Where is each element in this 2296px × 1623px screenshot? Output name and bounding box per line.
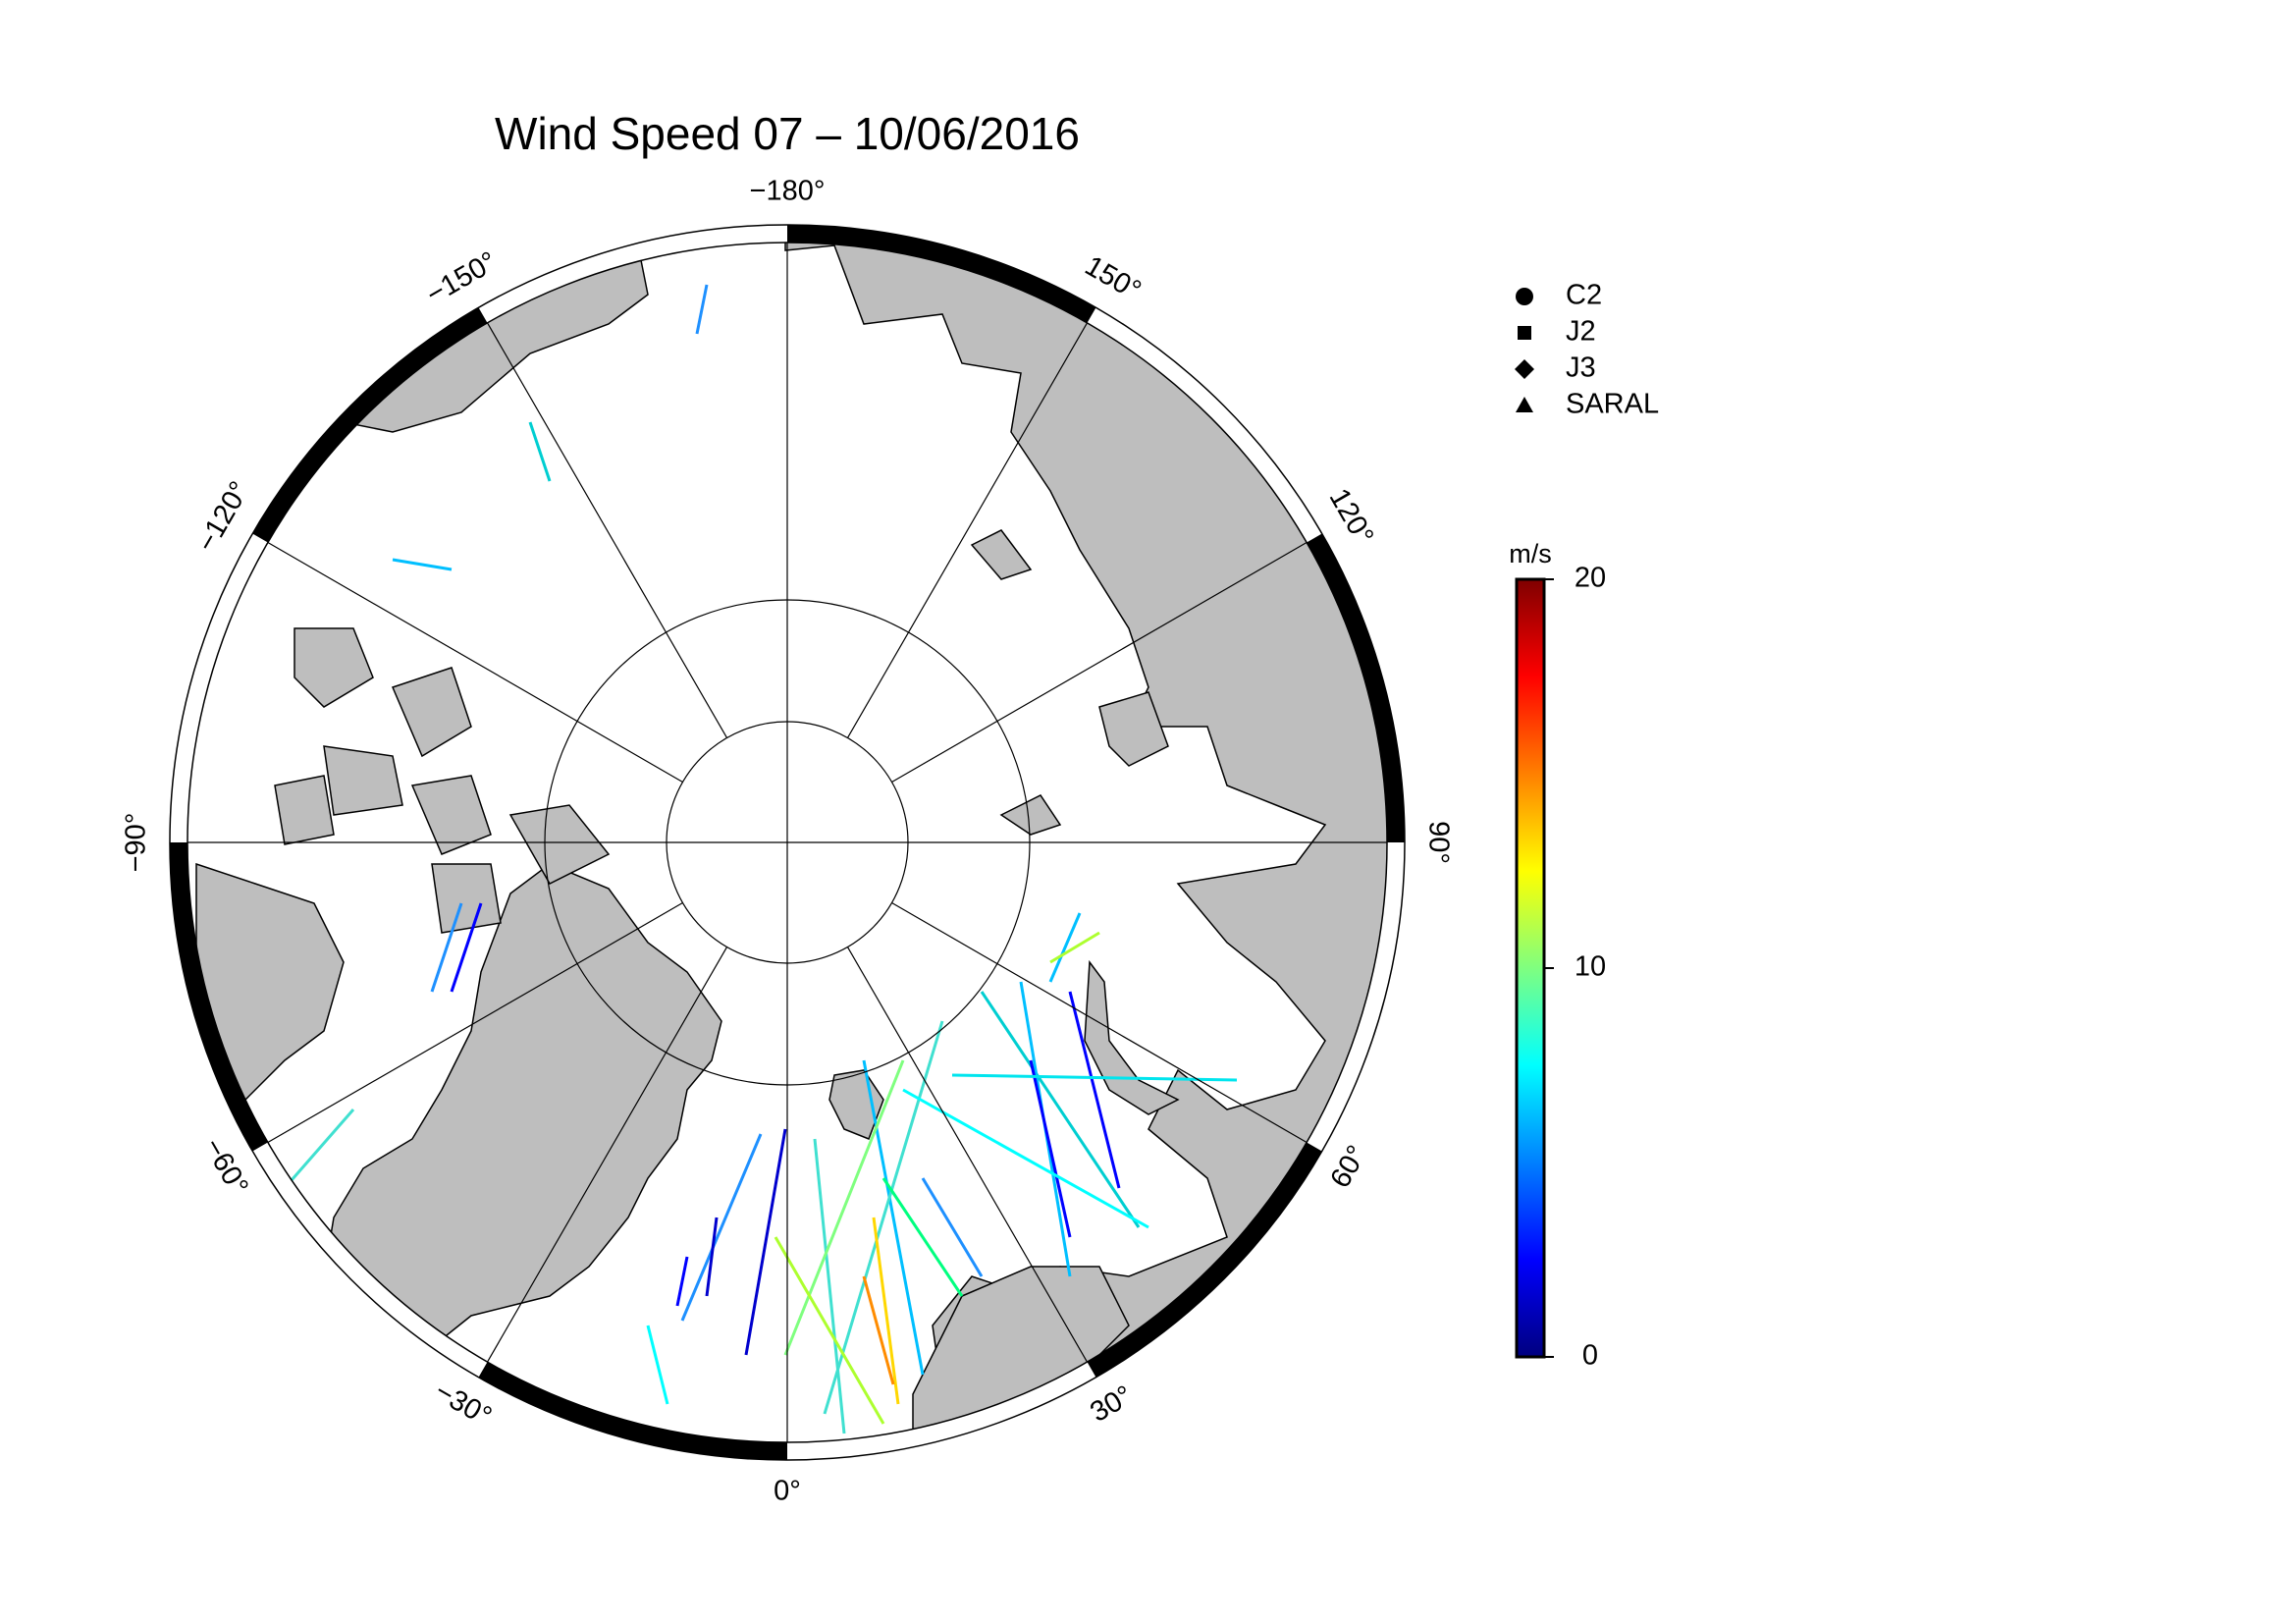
track [450, 902, 483, 993]
colorbar-tick-label: 0 [1582, 1340, 1598, 1372]
legend-marker [1516, 288, 1533, 305]
track [1068, 991, 1121, 1189]
track [744, 1128, 787, 1356]
track [951, 1073, 1238, 1082]
meridian [846, 322, 1089, 738]
track [1029, 1059, 1072, 1238]
colorbar-tick-label: 20 [1575, 563, 1606, 594]
meridian [267, 901, 683, 1144]
basemap [187, 243, 1387, 1442]
graticule [187, 243, 1387, 1442]
longitude-label: 150° [1080, 250, 1147, 307]
colorbar-unit: m/s [1509, 539, 1552, 568]
longitude-label: 60° [1324, 1140, 1373, 1193]
frame-segment [1307, 533, 1405, 843]
land-islands [970, 529, 1169, 836]
colorbar: m/s 0 10 20 [1509, 539, 1606, 1372]
track [283, 1109, 355, 1189]
longitude-label: −60° [197, 1133, 254, 1201]
longitude-label: 0° [774, 1476, 801, 1507]
longitude-label: −30° [429, 1376, 497, 1433]
track [695, 284, 709, 335]
track [1049, 931, 1100, 964]
track [980, 991, 1141, 1228]
track [430, 902, 463, 993]
track [823, 1020, 944, 1415]
colorbar-tick-label: 10 [1575, 951, 1606, 983]
track [392, 558, 453, 571]
frame-segment [478, 1362, 788, 1460]
meridian [891, 901, 1308, 1144]
track [774, 1236, 885, 1425]
track [783, 1059, 905, 1356]
meridian [486, 947, 728, 1363]
legend-label: J2 [1566, 316, 1596, 348]
legend-label: C2 [1566, 280, 1602, 311]
track [921, 1177, 984, 1277]
map-title: Wind Speed 07 – 10/06/2016 [495, 108, 1080, 159]
legend-marker [1516, 397, 1533, 412]
track [872, 1217, 900, 1405]
track [705, 1217, 719, 1297]
longitude-label: 120° [1323, 483, 1380, 550]
frame-segment [252, 307, 488, 543]
track [813, 1138, 846, 1434]
satellite-tracks [283, 284, 1238, 1434]
meridian [267, 541, 683, 784]
track [680, 1133, 763, 1322]
track [881, 1177, 964, 1297]
legend-label: SARAL [1566, 389, 1659, 420]
track [862, 1059, 925, 1376]
meridian [486, 322, 728, 738]
longitude-label: −90° [121, 813, 152, 873]
longitude-label: −180° [750, 176, 826, 207]
track [646, 1325, 669, 1405]
legend-marker [1515, 359, 1534, 379]
meridian [846, 947, 1089, 1363]
legend-marker [1518, 326, 1531, 340]
land-greenland [323, 863, 722, 1356]
track [675, 1256, 689, 1307]
colorbar-ramp [1515, 577, 1546, 1359]
frame-segment [170, 841, 268, 1152]
legend-label: J3 [1566, 352, 1596, 384]
track [1048, 912, 1082, 983]
frame-segment [1087, 1142, 1322, 1378]
longitude-label: 30° [1085, 1380, 1138, 1429]
longitude-label: 90° [1422, 821, 1454, 864]
frame [169, 224, 1406, 1461]
frame-segment [786, 225, 1096, 323]
meridian [891, 541, 1308, 784]
track [902, 1088, 1149, 1229]
track [862, 1275, 895, 1385]
land-archipelago [274, 627, 611, 934]
legend: C2 J2 J3 SARAL [1515, 280, 1659, 420]
track [528, 421, 552, 482]
